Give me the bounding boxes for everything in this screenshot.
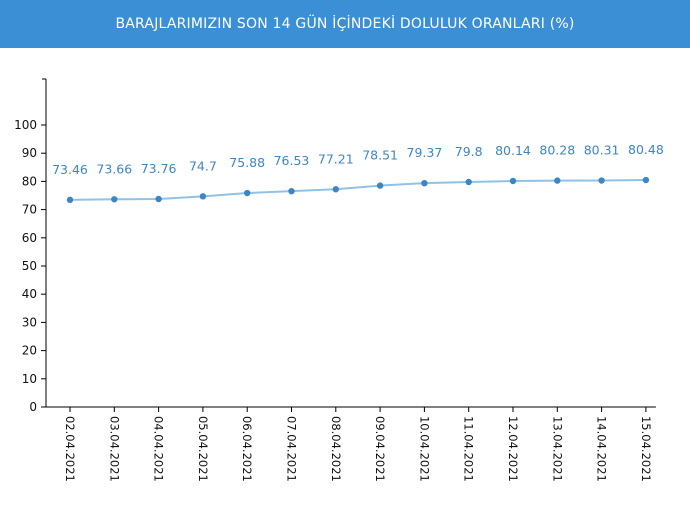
y-tick-label: 10 <box>22 372 37 386</box>
data-point <box>155 195 162 203</box>
chart-title: BARAJLARIMIZIN SON 14 GÜN İÇİNDEKİ DOLUL… <box>115 16 575 32</box>
x-tick-label: 10.04.2021 <box>417 416 431 482</box>
data-label: 80.28 <box>539 143 575 158</box>
data-label: 79.8 <box>455 144 483 159</box>
data-point <box>509 177 517 185</box>
data-label: 78.51 <box>362 148 398 163</box>
series-line <box>69 179 646 201</box>
x-tick-label: 03.04.2021 <box>107 416 121 482</box>
chart-title-bar: BARAJLARIMIZIN SON 14 GÜN İÇİNDEKİ DOLUL… <box>0 0 690 48</box>
data-label: 74.7 <box>189 158 217 173</box>
y-tick-label: 100 <box>14 118 37 132</box>
x-tick-label: 02.04.2021 <box>63 416 77 482</box>
y-tick-label: 40 <box>22 287 37 301</box>
x-tick-label: 08.04.2021 <box>329 416 343 482</box>
y-tick-label: 50 <box>22 259 37 273</box>
line-chart: 0 10 20 30 40 50 60 70 80 90 100 02.04.2021 03.04.20… <box>14 78 664 482</box>
data-point <box>376 182 384 189</box>
y-tick-label: 20 <box>22 344 37 358</box>
y-tick-label: 30 <box>22 315 37 329</box>
data-label: 76.53 <box>274 153 310 168</box>
x-tick-label: 14.04.2021 <box>595 416 609 482</box>
data-point <box>244 189 251 197</box>
data-label: 80.48 <box>628 142 664 157</box>
x-tick-label: 09.04.2021 <box>373 416 387 482</box>
y-tick-label: 70 <box>22 203 37 217</box>
data-label: 73.66 <box>96 161 132 176</box>
y-tick-label: 60 <box>22 231 37 245</box>
y-tick-label: 0 <box>29 400 37 414</box>
x-tick-label: 05.04.2021 <box>196 416 210 482</box>
x-tick-label: 15.04.2021 <box>639 416 653 482</box>
data-point <box>66 196 74 204</box>
data-point <box>465 178 472 186</box>
data-point <box>199 193 207 200</box>
data-point <box>332 186 339 193</box>
x-tick-label: 07.04.2021 <box>285 416 299 482</box>
x-tick-label: 06.04.2021 <box>240 416 254 482</box>
data-label: 80.14 <box>495 143 531 158</box>
data-label: 73.76 <box>141 161 177 176</box>
y-tick-label: 80 <box>22 174 37 188</box>
data-label: 75.88 <box>229 155 265 170</box>
data-label: 79.37 <box>407 145 443 160</box>
data-point <box>421 179 428 187</box>
x-tick-label: 12.04.2021 <box>506 416 520 482</box>
data-label: 80.31 <box>584 143 620 158</box>
data-label: 77.21 <box>318 151 354 166</box>
x-tick-label: 13.04.2021 <box>550 416 564 482</box>
data-point <box>554 177 561 184</box>
data-label: 73.46 <box>52 162 88 177</box>
data-point <box>598 177 605 184</box>
y-tick-label: 90 <box>22 146 37 160</box>
data-point <box>642 176 650 184</box>
data-point <box>111 196 118 203</box>
x-tick-label: 04.04.2021 <box>152 416 166 482</box>
x-tick-label: 11.04.2021 <box>462 416 476 482</box>
data-point <box>288 187 295 195</box>
